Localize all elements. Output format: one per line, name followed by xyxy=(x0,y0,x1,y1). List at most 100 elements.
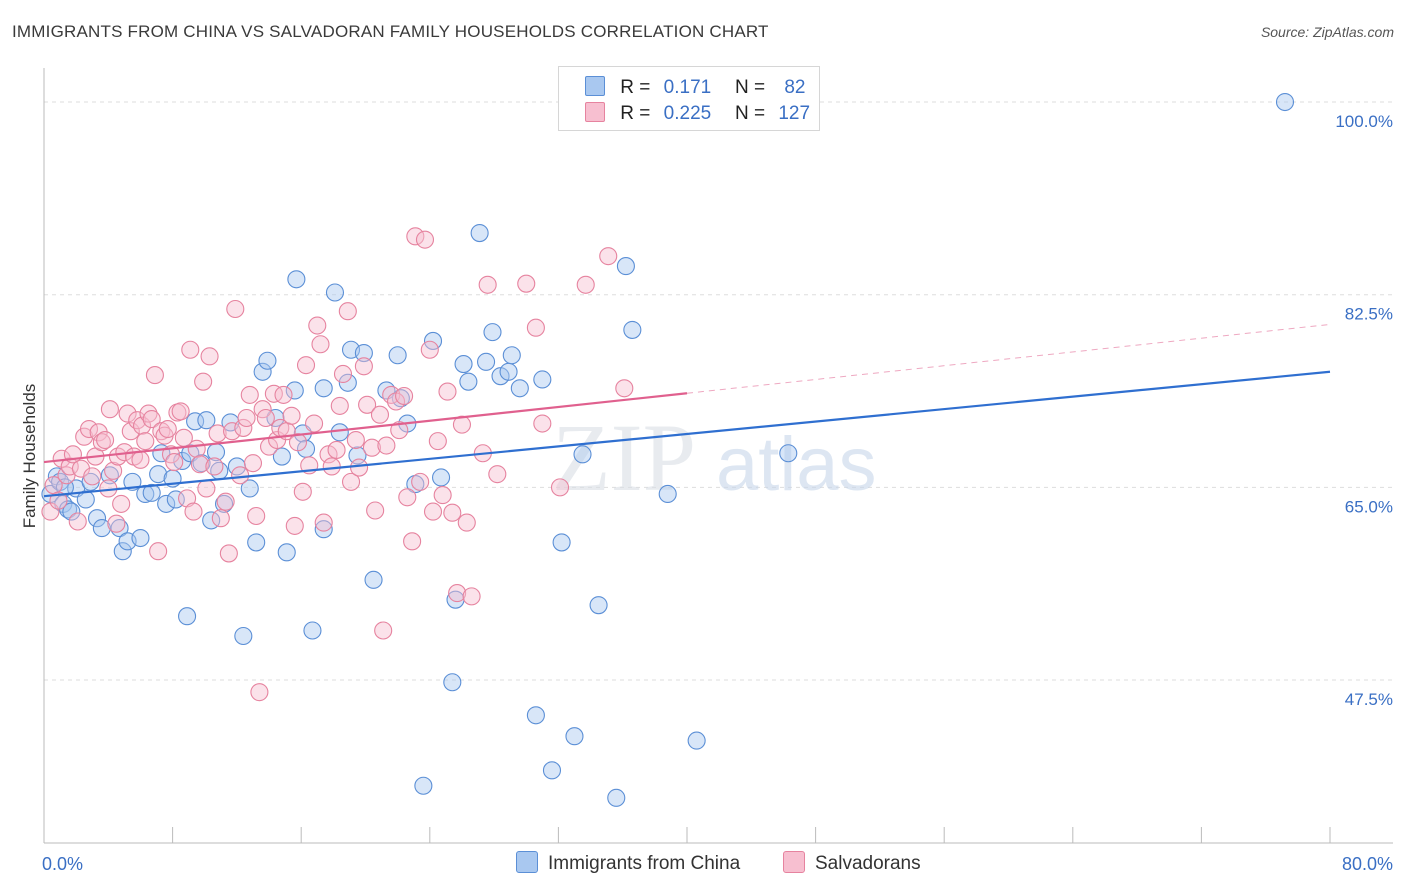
salvadoran-point xyxy=(488,465,507,484)
series-swatch-salvadorans xyxy=(783,851,805,873)
china-point xyxy=(388,346,407,365)
china-point xyxy=(131,528,150,548)
salvadoran-point xyxy=(181,340,200,359)
china-point xyxy=(247,533,266,552)
china-point xyxy=(325,283,345,302)
salvadoran-point xyxy=(457,513,476,532)
salvadoran-point xyxy=(478,275,497,294)
china-point xyxy=(354,344,373,363)
legend-r-value-china: 0.171 xyxy=(663,77,712,98)
y-tick-label: 100.0% xyxy=(1335,112,1393,131)
salvadoran-trend-line xyxy=(43,392,688,464)
salvadoran-point xyxy=(96,430,115,450)
china-point xyxy=(477,352,496,371)
chart-source: Source: ZipAtlas.com xyxy=(1260,24,1394,40)
salvadoran-point xyxy=(139,404,158,423)
china-point xyxy=(459,372,478,391)
china-point xyxy=(157,494,176,513)
salvadoran-point xyxy=(462,587,481,606)
salvadoran-point xyxy=(438,382,457,401)
china-point xyxy=(502,346,521,365)
y-tick-label: 65.0% xyxy=(1345,497,1393,516)
china-point xyxy=(178,607,197,626)
salvadoran-point xyxy=(354,357,373,376)
china-point xyxy=(443,673,462,692)
china-point xyxy=(338,373,357,392)
china-point xyxy=(113,542,132,561)
series-legend-china[interactable]: Immigrants from China xyxy=(516,851,740,875)
legend-n-label: N = xyxy=(734,103,766,124)
salvadoran-point xyxy=(599,247,618,266)
salvadoran-point xyxy=(49,491,68,510)
salvadoran-point xyxy=(433,486,452,505)
salvadoran-point xyxy=(211,509,230,528)
salvadoran-point xyxy=(128,411,147,430)
legend-r-label: R = xyxy=(620,77,651,98)
chart-title: IMMIGRANTS FROM CHINA VS SALVADORAN FAMI… xyxy=(12,22,769,41)
axis-labels: 100.0% 82.5% 65.0% 47.5% 0.0% 80.0% Family Hou… xyxy=(20,112,1393,874)
salvadoran-point xyxy=(250,683,269,702)
china-point xyxy=(607,788,626,807)
china-point xyxy=(533,370,552,389)
china-point xyxy=(285,381,304,400)
salvadoran-point xyxy=(100,400,119,419)
salvadoran-point xyxy=(346,430,365,450)
series-swatch-china xyxy=(516,851,538,873)
salvadoran-point xyxy=(226,299,245,319)
salvadoran-point xyxy=(107,514,126,533)
salvadoran-point xyxy=(333,364,353,384)
china-point xyxy=(565,727,584,746)
salvadoran-point xyxy=(234,418,253,437)
salvadoran-point xyxy=(223,422,242,441)
legend-r-value-salvadorans: 0.225 xyxy=(663,103,712,124)
salvadoran-point xyxy=(411,472,430,491)
salvadoran-point xyxy=(452,415,472,434)
series-legend: Immigrants from China Salvadorans xyxy=(0,851,1406,877)
salvadoran-point xyxy=(296,356,316,375)
y-tick-label: 47.5% xyxy=(1345,690,1393,709)
salvadoran-point xyxy=(208,424,227,443)
salvadoran-point xyxy=(327,440,346,459)
salvadoran-point xyxy=(362,438,381,457)
china-point xyxy=(330,423,349,442)
china-trend-line xyxy=(43,370,1331,498)
china-point xyxy=(391,389,410,408)
legend-n-label: N = xyxy=(734,77,766,98)
series-label-salvadorans: Salvadorans xyxy=(815,853,921,874)
y-tick-label: 82.5% xyxy=(1345,305,1393,324)
salvadoran-point xyxy=(395,386,414,406)
china-point xyxy=(658,484,677,504)
china-point xyxy=(240,479,259,498)
china-point xyxy=(364,570,383,589)
salvadoran-point xyxy=(197,479,216,498)
salvadoran-point xyxy=(142,410,161,429)
salvadoran-point xyxy=(341,472,361,491)
salvadoran-point xyxy=(243,454,263,473)
salvadoran-point xyxy=(308,316,327,335)
china-point xyxy=(616,257,635,276)
salvadoran-point xyxy=(171,402,190,421)
china-point xyxy=(406,475,425,494)
china-point xyxy=(76,490,95,509)
salvadoran-point xyxy=(118,404,137,423)
salvadoran-point xyxy=(231,466,250,485)
salvadoran-point xyxy=(322,457,341,476)
salvadoran-point xyxy=(145,366,164,385)
salvadoran-trend-line-extension xyxy=(686,323,1331,394)
salvadoran-point xyxy=(219,544,238,563)
salvadoran-point xyxy=(377,436,396,455)
salvadoran-point xyxy=(237,408,256,428)
china-point xyxy=(287,270,306,289)
salvadoran-point xyxy=(366,501,385,520)
salvadoran-point xyxy=(403,532,422,551)
china-point xyxy=(234,626,253,646)
china-point xyxy=(454,355,473,374)
salvadoran-point xyxy=(370,405,390,424)
series-legend-salvadorans[interactable]: Salvadorans xyxy=(783,851,921,875)
china-point xyxy=(314,379,333,398)
china-point xyxy=(573,445,592,464)
legend-row-salvadorans: R = 0.225 N = 127 xyxy=(585,102,810,128)
salvadoran-point xyxy=(305,414,324,433)
china-point xyxy=(499,362,518,381)
salvadoran-point xyxy=(165,453,184,472)
